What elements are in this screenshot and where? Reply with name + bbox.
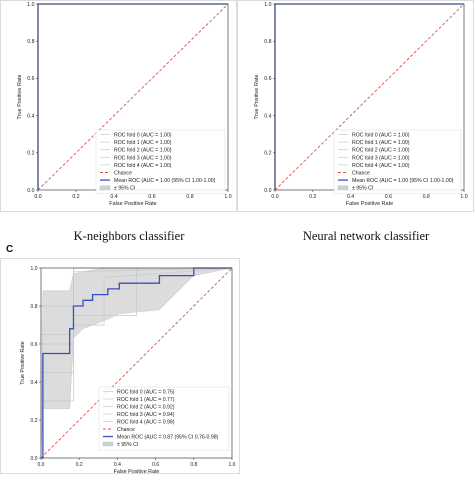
y-tick-label: 0.0 (31, 456, 38, 462)
legend-entry: ROC fold 0 (AUC = 0.75) (117, 390, 175, 396)
y-tick-label: 0.6 (27, 76, 34, 82)
legend-entry: ROC fold 4 (AUC = 1.00) (352, 163, 410, 169)
x-tick-label: 0.2 (72, 194, 79, 200)
x-tick-label: 0.6 (152, 462, 159, 468)
x-tick-label: 0.6 (148, 194, 155, 200)
legend-entry: ROC fold 2 (AUC = 0.92) (117, 405, 175, 411)
chance-line (274, 3, 465, 191)
legend-entry: ROC fold 3 (AUC = 1.00) (114, 155, 172, 161)
roc-panel-1: 0.0 0.2 0.4 0.6 0.8 1.0 0.0 0.2 0.4 0.6 0.8 1.0 Fals… (237, 0, 474, 212)
legend-entry: ROC fold 0 (AUC = 1.00) (352, 133, 410, 139)
axes-frame (40, 267, 233, 459)
y-tick-label: 1.0 (264, 2, 271, 8)
legend-entry: ROC fold 1 (AUC = 1.00) (114, 140, 172, 146)
legend-entry: ± 95% CI (352, 186, 373, 192)
legend-entry: ROC fold 4 (AUC = 0.98) (117, 420, 175, 426)
x-tick-label: 0.8 (186, 194, 193, 200)
y-tick-label: 0.2 (27, 151, 34, 157)
y-tick-label: 0.6 (264, 76, 271, 82)
legend-entry: ± 95% CI (117, 442, 138, 448)
legend-entry: Mean ROC (AUC = 0.87 (95% CI 0.76-0.98) (117, 435, 219, 441)
legend-entry: ROC fold 0 (AUC = 1.00) (114, 133, 172, 139)
x-axis-label: False Positive Rate (346, 201, 393, 207)
y-axis-label: True Positive Rate (254, 74, 260, 119)
legend-box (333, 129, 462, 195)
x-tick-label: 0.4 (110, 194, 117, 200)
legend-swatch-ci (337, 185, 349, 190)
legend-entry: Mean ROC (AUC = 1.00 (95% CI 1.00-1.00) (114, 178, 216, 184)
x-axis-label: False Positive Rate (114, 469, 160, 474)
y-tick-label: 0.8 (27, 39, 34, 45)
y-tick-label: 1.0 (31, 266, 38, 272)
x-tick-label: 0.8 (423, 194, 430, 200)
caption-neural-network: Neural network classifier (302, 229, 430, 243)
y-tick-label: 0.8 (264, 39, 271, 45)
y-tick-label: 0.4 (31, 380, 38, 386)
legend-entry: Chance (117, 427, 135, 433)
x-tick-label: 0.2 (309, 194, 316, 200)
legend-entry: Chance (352, 171, 370, 177)
legend-entry: ROC fold 4 (AUC = 1.00) (114, 163, 172, 169)
legend-entry: ROC fold 1 (AUC = 1.00) (352, 140, 410, 146)
panel-c-letter: C (6, 244, 14, 255)
y-tick-label: 0.2 (264, 151, 271, 157)
legend-entry: ROC fold 3 (AUC = 1.00) (352, 155, 410, 161)
legend-swatch-ci (102, 441, 114, 447)
y-tick-label: 0.6 (31, 342, 38, 348)
y-axis-label: True Positive Rate (20, 341, 26, 384)
x-tick-label: 0.8 (190, 462, 197, 468)
chance-line (37, 3, 229, 191)
y-tick-label: 0.0 (27, 188, 34, 194)
legend-swatch-ci (99, 185, 111, 190)
x-tick-label: 0.2 (76, 462, 83, 468)
roc-panel-0: 0.0 0.2 0.4 0.6 0.8 1.0 0.0 0.2 0.4 0.6 0.8 1.0 Fals… (0, 0, 237, 212)
y-tick-label: 1.0 (27, 2, 34, 8)
y-axis-label: True Positive Rate (17, 74, 23, 119)
x-tick-label: 0.6 (385, 194, 392, 200)
y-tick-label: 0.4 (264, 113, 271, 119)
legend-box (95, 129, 226, 195)
legend-entry: Mean ROC (AUC = 1.00 (95% CI 1.00-1.00) (352, 178, 454, 184)
legend: ROC fold 0 (AUC = 1.00)ROC fold 1 (AUC =… (95, 129, 226, 195)
legend: ROC fold 0 (AUC = 1.00)ROC fold 1 (AUC =… (333, 129, 462, 195)
legend-entry: ROC fold 1 (AUC = 0.77) (117, 397, 175, 403)
roc-panel-2: 0.0 0.2 0.4 0.6 0.8 1.0 0.0 0.2 0.4 0.6 0.8 1.0 Fals… (0, 258, 240, 475)
x-tick-label: 0.0 (34, 194, 41, 200)
y-tick-label: 0.0 (264, 188, 271, 194)
legend: ROC fold 0 (AUC = 0.75)ROC fold 1 (AUC =… (98, 386, 230, 451)
x-axis-label: False Positive Rate (109, 201, 156, 207)
legend-entry: ± 95% CI (114, 186, 135, 192)
panel-frame (0, 0, 237, 212)
legend-entry: ROC fold 2 (AUC = 1.00) (114, 148, 172, 154)
x-tick-label: 1.0 (229, 462, 236, 468)
x-tick-label: 1.0 (224, 194, 231, 200)
x-tick-label: 0.0 (271, 194, 278, 200)
legend-entry: ROC fold 2 (AUC = 1.00) (352, 148, 410, 154)
x-tick-label: 0.4 (347, 194, 354, 200)
y-tick-label: 0.8 (31, 304, 38, 310)
x-tick-label: 1.0 (460, 194, 467, 200)
legend-box (98, 386, 230, 451)
y-tick-label: 0.2 (31, 418, 38, 424)
mean-roc-line (41, 267, 232, 459)
legend-entry: Chance (114, 171, 132, 177)
y-tick-label: 0.4 (27, 113, 34, 119)
x-tick-label: 0.4 (114, 462, 121, 468)
caption-k-neighbors: K-neighbors classifier (73, 229, 185, 243)
legend-entry: ROC fold 3 (AUC = 0.94) (117, 412, 175, 418)
x-tick-label: 0.0 (38, 462, 45, 468)
